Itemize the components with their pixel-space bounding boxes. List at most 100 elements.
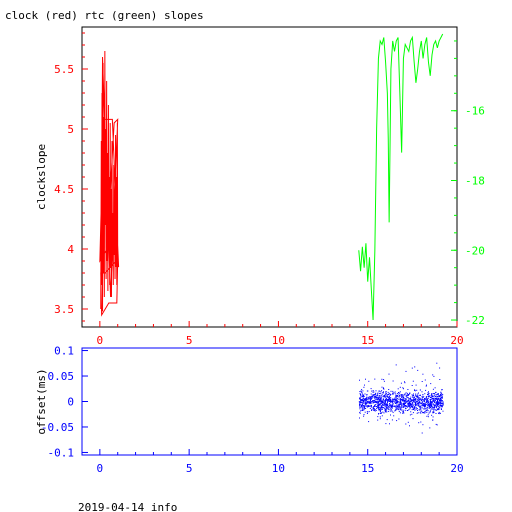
offset-point <box>433 395 435 397</box>
offset-point <box>377 416 379 418</box>
offset-point <box>417 399 419 400</box>
offset-point <box>375 396 377 398</box>
offset-point <box>421 401 423 403</box>
offset-point <box>408 398 410 400</box>
offset-point <box>405 392 407 394</box>
offset-point <box>374 397 376 399</box>
offset-point <box>402 411 404 413</box>
offset-point <box>394 398 396 400</box>
offset-point <box>441 403 443 405</box>
offset-point <box>386 404 388 406</box>
offset-point <box>386 394 388 396</box>
offset-point <box>404 399 406 401</box>
offset-point <box>377 392 379 394</box>
offset-point <box>417 393 419 395</box>
offset-point <box>423 396 425 398</box>
offset-point <box>386 396 388 398</box>
offset-scatter-points <box>358 362 444 434</box>
offset-point <box>409 404 411 406</box>
offset-point <box>427 414 429 416</box>
offset-point <box>364 402 366 404</box>
offset-point <box>377 407 378 409</box>
offset-point <box>404 394 406 396</box>
bottom-x-tick-label: 0 <box>97 462 104 475</box>
offset-point <box>361 406 363 408</box>
offset-point <box>392 398 394 400</box>
offset-point <box>386 404 388 406</box>
offset-point <box>383 400 385 402</box>
offset-point <box>381 405 383 407</box>
offset-point <box>393 392 395 394</box>
offset-point <box>441 405 443 407</box>
offset-point <box>388 397 389 399</box>
offset-point <box>403 412 405 414</box>
offset-point <box>361 392 363 394</box>
offset-point <box>438 409 440 411</box>
offset-point <box>374 410 376 412</box>
offset-point <box>383 398 385 400</box>
offset-point <box>426 399 428 401</box>
offset-point <box>395 402 397 404</box>
offset-point <box>407 394 409 395</box>
offset-point <box>379 400 381 401</box>
offset-point <box>363 395 365 397</box>
offset-point <box>399 392 401 394</box>
offset-point <box>399 406 401 408</box>
offset-point <box>385 401 387 403</box>
offset-point <box>410 399 412 400</box>
offset-point <box>374 409 376 411</box>
offset-point <box>432 419 433 421</box>
offset-point <box>365 404 367 406</box>
offset-point <box>431 403 433 405</box>
offset-point <box>416 400 418 402</box>
offset-point <box>363 394 364 396</box>
offset-point <box>395 406 397 408</box>
offset-point <box>441 399 443 401</box>
offset-point <box>415 406 417 408</box>
offset-point <box>423 405 425 407</box>
offset-point <box>400 382 402 384</box>
offset-point <box>416 403 418 405</box>
offset-point <box>367 402 369 404</box>
offset-point <box>415 384 417 386</box>
offset-point <box>435 394 437 396</box>
offset-point <box>426 415 428 417</box>
offset-point <box>432 406 434 408</box>
offset-point <box>423 399 425 401</box>
offset-point <box>426 401 428 402</box>
offset-point <box>367 397 369 399</box>
offset-point <box>424 400 425 402</box>
offset-point <box>418 403 420 405</box>
offset-point <box>412 418 414 420</box>
offset-point <box>364 398 366 400</box>
offset-point <box>394 410 396 412</box>
offset-point <box>441 395 443 397</box>
offset-point <box>362 407 364 409</box>
offset-point <box>385 423 387 425</box>
offset-point <box>403 397 405 399</box>
offset-point <box>384 410 386 412</box>
clock-slope-series-line <box>99 50 120 317</box>
offset-point <box>384 396 386 398</box>
offset-point <box>386 403 388 404</box>
bottom-x-tick-label: 15 <box>361 462 374 475</box>
offset-point <box>377 393 379 395</box>
offset-point <box>422 424 424 426</box>
offset-point <box>383 404 385 406</box>
offset-point <box>373 409 375 411</box>
offset-point <box>417 400 418 402</box>
offset-point <box>432 399 434 401</box>
offset-point <box>427 402 429 404</box>
offset-point <box>401 399 403 401</box>
offset-point <box>428 412 430 414</box>
offset-point <box>396 401 398 403</box>
offset-point <box>397 401 399 402</box>
offset-point <box>398 401 400 403</box>
offset-point <box>384 394 385 396</box>
offset-point <box>365 406 367 408</box>
offset-point <box>363 406 365 408</box>
offset-point <box>384 394 386 396</box>
offset-point <box>401 396 402 398</box>
offset-point <box>391 409 392 411</box>
